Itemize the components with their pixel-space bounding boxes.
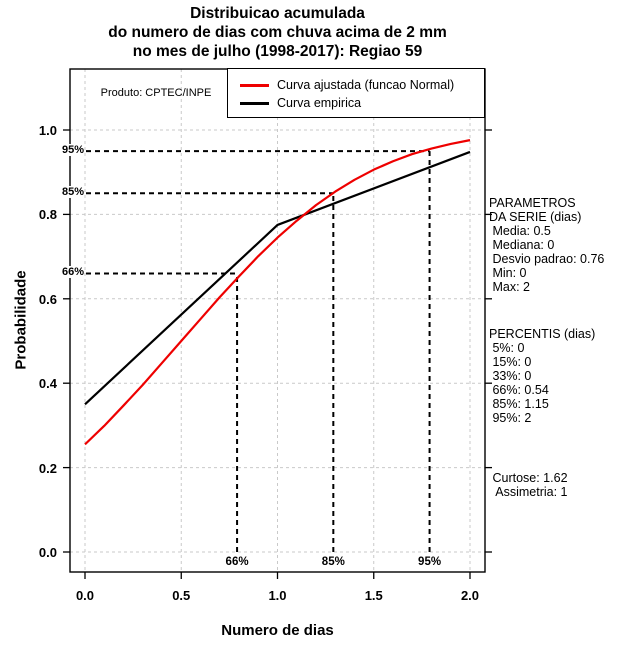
percentis-line: 33%: 0 <box>489 369 532 383</box>
y-tick-label: 0.0 <box>38 545 57 560</box>
y-tick-label: 0.8 <box>38 207 57 223</box>
parametros-block: PARAMETROS DA SERIE (dias) Media: 0.5 Med… <box>489 196 639 294</box>
percentis-line: 5%: 0 <box>489 341 525 355</box>
axis-ticks <box>63 129 492 579</box>
empirical-curve <box>84 150 471 406</box>
parametros-line: Mediana: 0 <box>489 238 555 252</box>
momentos-line: Assimetria: 1 <box>489 485 568 499</box>
chart-title-line3: no mes de julho (1998-2017): Regiao 59 <box>132 43 423 60</box>
legend-entry-fitted: Curva ajustada (funcao Normal) <box>228 76 484 94</box>
legend-label-fitted: Curva ajustada (funcao Normal) <box>277 78 455 92</box>
produto-watermark: Produto: CPTEC/INPE <box>100 87 212 99</box>
momentos-line: Curtose: 1.62 <box>489 471 568 485</box>
momentos-block: Curtose: 1.62 Assimetria: 1 <box>489 471 639 499</box>
percentile-bottom-label: 95% <box>418 556 442 568</box>
x-tick-label: 0.0 <box>75 588 95 603</box>
parametros-line: Max: 2 <box>489 280 530 294</box>
legend-box: Curva ajustada (funcao Normal) Curva emp… <box>227 68 485 118</box>
percentis-line: 85%: 1.15 <box>489 397 549 411</box>
percentile-dashed-lines <box>86 150 431 552</box>
parametros-line: DA SERIE (dias) <box>489 210 582 224</box>
chart-title: Distribuicao acumulada do numero de dias… <box>70 4 485 61</box>
empirical-curve-line-swatch <box>240 101 269 105</box>
legend-label-empirical: Curva empirica <box>277 96 362 110</box>
percentile-bottom-label: 66% <box>225 556 249 568</box>
x-tick-label: 0.5 <box>172 588 191 603</box>
percentile-left-label: 95% <box>56 144 84 157</box>
y-axis-title: Probabilidade <box>12 270 30 370</box>
legend-entry-empirical: Curva empirica <box>228 94 484 112</box>
chart-title-line2: do numero de dias com chuva acima de 2 m… <box>108 24 447 41</box>
parametros-line: PARAMETROS <box>489 196 576 210</box>
percentis-line: 66%: 0.54 <box>489 383 549 397</box>
chart-title-line1: Distribuicao acumulada <box>190 5 365 22</box>
x-axis-title: Numero de dias <box>221 622 334 639</box>
y-tick-label: 0.2 <box>38 460 57 476</box>
parametros-line: Min: 0 <box>489 266 527 280</box>
y-tick-label: 0.4 <box>38 376 57 392</box>
x-tick-label: 1.0 <box>268 588 287 603</box>
percentis-line: 95%: 2 <box>489 411 532 425</box>
curves <box>84 139 471 446</box>
percentis-line: PERCENTIS (dias) <box>489 327 596 341</box>
y-tick-label: 0.6 <box>38 291 57 307</box>
percentis-block: PERCENTIS (dias) 5%: 0 15%: 0 33%: 0 66%… <box>489 327 639 425</box>
x-tick-label: 1.5 <box>364 588 383 603</box>
percentile-left-label: 66% <box>56 266 84 279</box>
percentis-line: 15%: 0 <box>489 355 532 369</box>
parametros-line: Desvio padrao: 0.76 <box>489 252 605 266</box>
fitted-curve <box>84 139 471 446</box>
percentile-bottom-label: 85% <box>321 556 345 568</box>
parametros-line: Media: 0.5 <box>489 224 551 238</box>
percentile-left-label: 85% <box>56 186 84 199</box>
fitted-curve-line-swatch <box>240 83 269 87</box>
y-tick-label: 1.0 <box>38 123 57 138</box>
gridlines <box>70 69 485 572</box>
x-tick-label: 2.0 <box>460 588 480 603</box>
